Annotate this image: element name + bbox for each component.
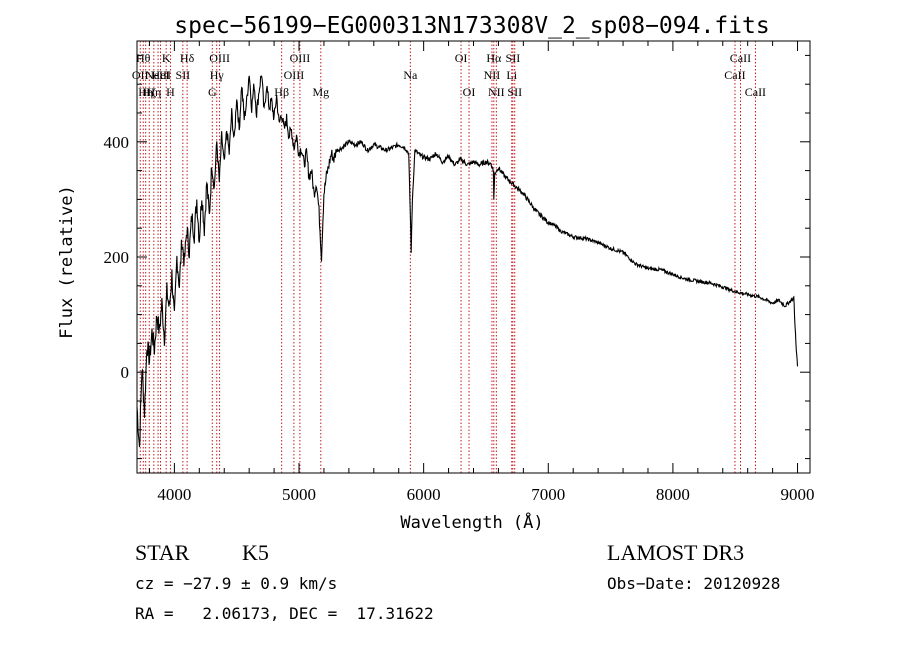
marker-label: SII [176, 68, 191, 82]
x-tick-label: 9000 [781, 485, 815, 504]
marker-label: Hα [486, 51, 502, 65]
marker-label: CaII [730, 51, 751, 65]
survey-name: LAMOST DR3 [607, 540, 744, 565]
marker-label: CaII [724, 68, 745, 82]
observation-date: Obs−Date: 20120928 [607, 574, 780, 593]
marker-label: Mg [312, 85, 329, 99]
y-tick-label: 400 [104, 133, 130, 152]
marker-label: K [162, 51, 171, 65]
marker-label: Hθ [136, 51, 151, 65]
marker-label: OI [463, 85, 476, 99]
x-tick-label: 7000 [531, 485, 565, 504]
x-tick-label: 8000 [656, 485, 690, 504]
y-axis-ticks: 0 200 400 [104, 54, 810, 460]
marker-label: OIII [209, 51, 230, 65]
marker-label: Hζ [142, 85, 156, 99]
y-axis-label: Flux (relative) [57, 185, 77, 339]
marker-label: NII [488, 85, 505, 99]
marker-label: NII [484, 68, 501, 82]
marker-label: H [166, 85, 175, 99]
x-axis-label: Wavelength (Å) [400, 511, 543, 533]
line-markers [139, 41, 756, 473]
x-tick-label: 6000 [407, 485, 441, 504]
marker-label: Na [403, 68, 418, 82]
chart-title: spec−56199−EG000313N173308V_2_sp08−094.f… [174, 13, 769, 39]
marker-label: NeIII [145, 68, 171, 82]
marker-label: SII [506, 51, 521, 65]
marker-label: G [208, 85, 217, 99]
x-tick-label: 4000 [157, 485, 191, 504]
marker-label: Hη [138, 85, 153, 99]
subclass: K5 [242, 540, 269, 565]
marker-label: OIII [284, 68, 305, 82]
marker-label: OIII [290, 51, 311, 65]
marker-labels: OIIHθHηHζHηNeIIIHeIKHSIIHδGHγOIIIHβOIIIO… [132, 51, 766, 99]
y-tick-label: 200 [104, 248, 130, 267]
x-tick-label: 5000 [282, 485, 316, 504]
marker-label: SII [507, 85, 522, 99]
object-class: STAR [135, 540, 190, 565]
y-tick-label: 0 [121, 363, 130, 382]
marker-label: CaII [745, 85, 766, 99]
marker-label: Hη [146, 85, 161, 99]
coordinates: RA = 2.06173, DEC = 17.31622 [135, 604, 434, 623]
spectrum-line [136, 75, 799, 448]
plot-frame [136, 40, 811, 474]
marker-label: HeI [152, 68, 170, 82]
marker-label: Hβ [274, 85, 289, 99]
redshift-velocity: cz = −27.9 ± 0.9 km/s [135, 574, 337, 593]
x-axis-ticks: 4000 5000 6000 7000 8000 9000 [148, 41, 815, 504]
marker-label: Li [506, 68, 517, 82]
marker-label: OII [132, 68, 149, 82]
marker-label: Hδ [180, 51, 195, 65]
marker-label: OI [455, 51, 468, 65]
marker-label: Hγ [210, 68, 225, 82]
